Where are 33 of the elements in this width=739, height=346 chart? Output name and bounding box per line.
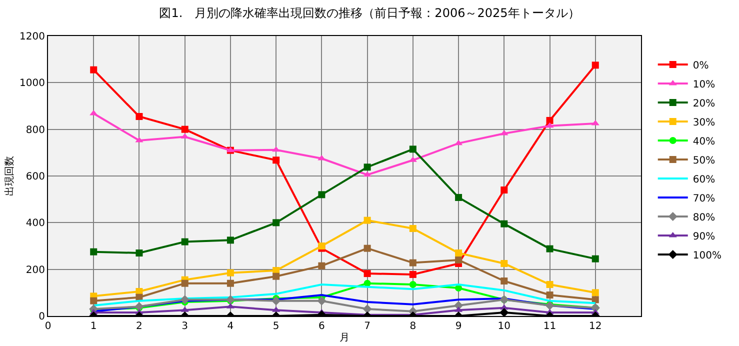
y-tick-label: 1200 (20, 32, 45, 42)
y-tick-label: 200 (26, 264, 45, 276)
x-axis-title: 月 (340, 332, 350, 344)
x-tick-label: 3 (182, 321, 188, 332)
x-tick-label: 8 (410, 321, 416, 332)
legend-label: 100% (692, 250, 722, 262)
legend-label: 40% (692, 136, 716, 148)
y-tick-label: 0 (38, 312, 45, 322)
y-tick-label: 600 (26, 172, 45, 182)
legend-label: 10% (692, 79, 716, 90)
legend-label: 90% (692, 231, 716, 242)
legend-label: 0% (692, 60, 709, 72)
legend-label: 80% (692, 212, 716, 224)
x-tick-label: 1 (90, 321, 97, 332)
legend-label: 30% (692, 117, 716, 128)
x-tick-label: 6 (318, 321, 325, 332)
x-tick-label: 7 (364, 321, 370, 332)
x-tick-label: 9 (455, 321, 462, 332)
x-tick-label: 2 (136, 321, 142, 332)
chart-title: 図1. 月別の降水確率出現回数の推移（前日予報：2006～2025年トータル） (159, 6, 580, 20)
legend-label: 50% (692, 155, 716, 166)
x-tick-label: 5 (272, 321, 280, 332)
x-tick-label: 10 (498, 321, 511, 332)
legend-label: 70% (692, 193, 716, 204)
y-tick-label: 800 (26, 124, 45, 136)
x-tick-label: 11 (543, 321, 556, 332)
x-tick-label: 12 (589, 321, 602, 332)
y-tick-label: 1000 (20, 78, 45, 90)
legend-label: 20% (692, 98, 716, 110)
y-axis-title: 出現回数 (4, 156, 16, 196)
y-tick-label: 400 (26, 218, 45, 230)
legend-label: 60% (692, 174, 716, 186)
x-tick-label: 4 (227, 321, 234, 332)
